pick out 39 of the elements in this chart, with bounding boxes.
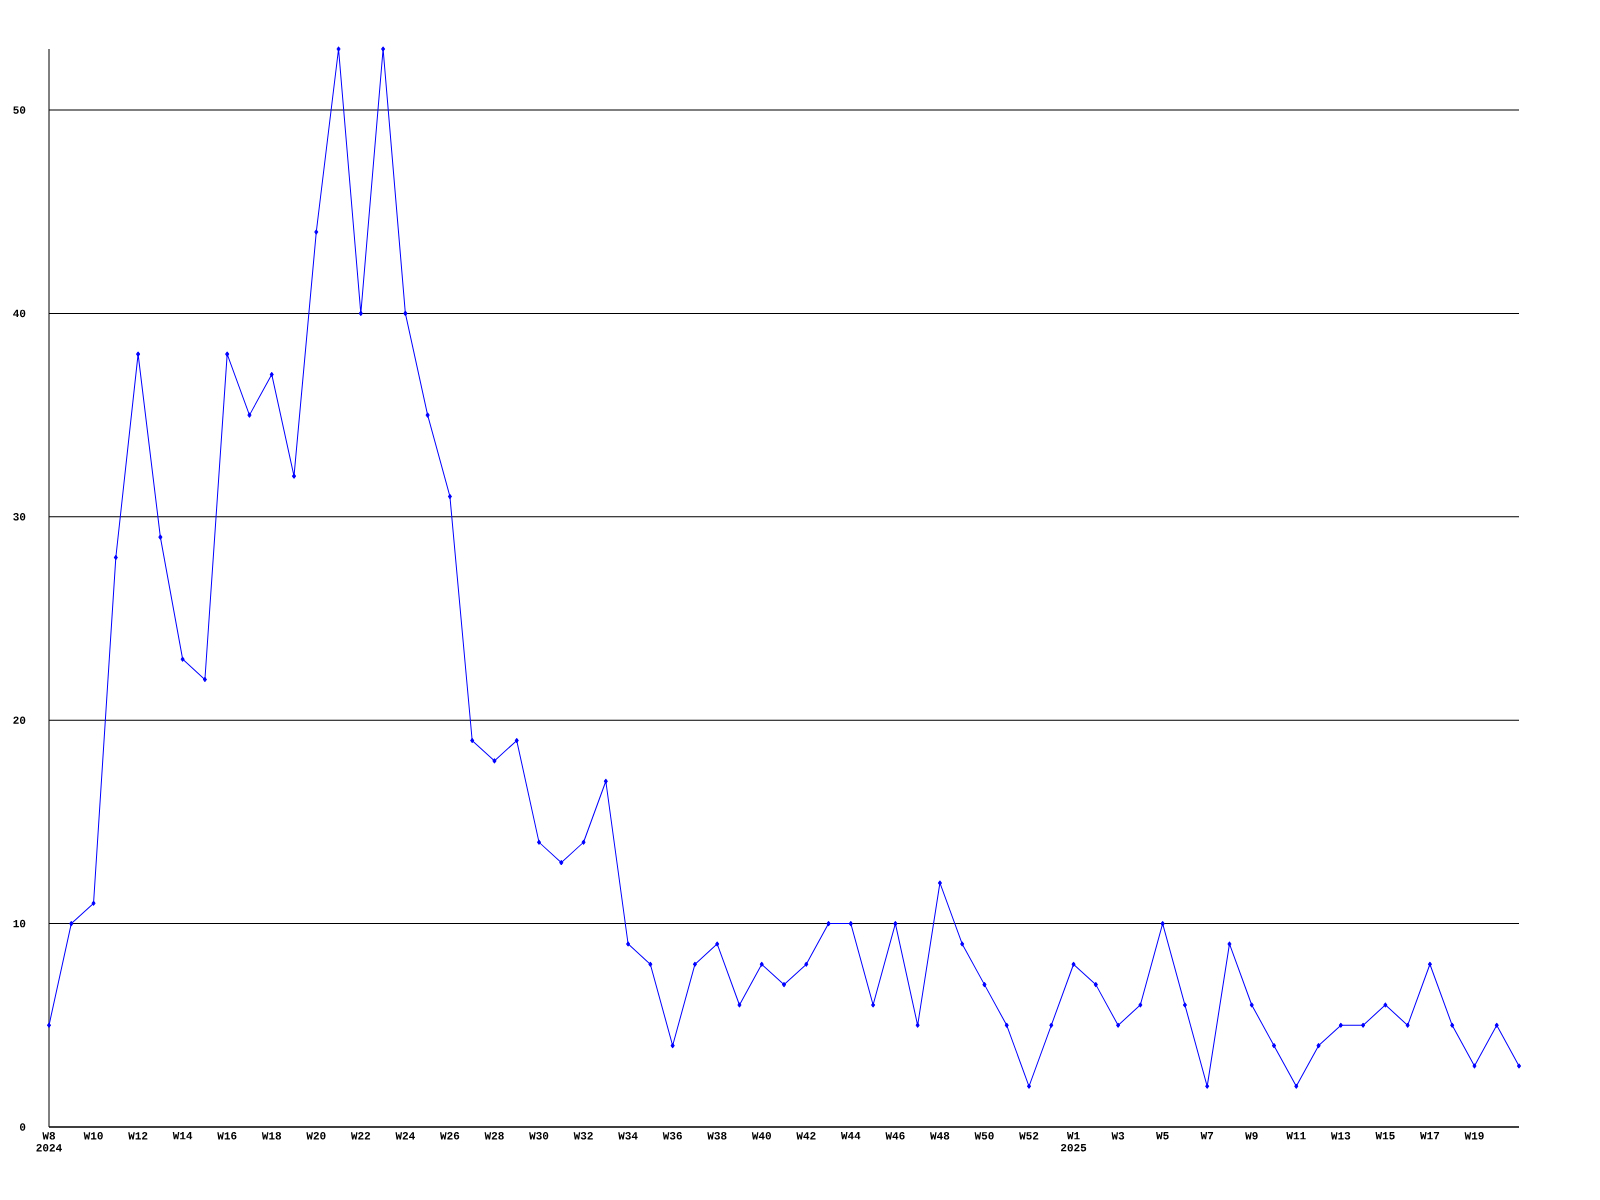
x-tick-label: W17 (1420, 1132, 1440, 1140)
x-tick-label: W52 (1019, 1132, 1039, 1140)
x-tick-label: W44 (840, 1132, 861, 1140)
x-tick-label: W15 (1375, 1132, 1395, 1140)
x-tick-label: W20 (306, 1132, 326, 1140)
x-tick-label: W5 (1156, 1132, 1169, 1140)
x-tick-label: W38 (707, 1132, 727, 1140)
x-tick-label: W32 (573, 1132, 593, 1140)
x-tick-label: W12 (128, 1132, 148, 1140)
x-tick-label: W13 (1330, 1132, 1351, 1140)
x-tick-label: W30 (529, 1132, 549, 1140)
x-tick-label: W19 (1464, 1132, 1484, 1140)
x-tick-label: W16 (217, 1132, 237, 1140)
x-tick-label: W7 (1200, 1132, 1214, 1140)
x-tick-label: W48 (930, 1132, 950, 1140)
x-tick-label: W11 (1286, 1132, 1306, 1140)
y-tick-label: 0 (19, 1123, 26, 1131)
y-tick-label: 40 (13, 309, 26, 318)
y-tick-label: 30 (13, 513, 26, 521)
x-tick-label: W26 (440, 1132, 460, 1140)
x-tick-label: W24 (395, 1132, 415, 1140)
x-tick-label: W14 (172, 1132, 193, 1140)
x-tick-label: W8 2024 (36, 1132, 62, 1152)
x-tick-label: W9 (1245, 1132, 1258, 1140)
y-tick-label: 10 (13, 919, 26, 928)
y-tick-label: 20 (13, 716, 26, 724)
x-tick-label: W18 (261, 1132, 282, 1140)
x-tick-label: W46 (885, 1132, 905, 1140)
x-tick-label: W1 2025 (1061, 1132, 1087, 1152)
x-tick-label: W3 (1111, 1132, 1125, 1140)
x-tick-label: W50 (974, 1132, 994, 1140)
x-tick-label: W10 (83, 1132, 103, 1140)
y-tick-label: 50 (13, 106, 26, 114)
x-tick-label: W22 (350, 1132, 371, 1140)
x-tick-label: W42 (796, 1132, 816, 1140)
x-tick-label: W28 (484, 1132, 504, 1140)
x-tick-label: W40 (751, 1132, 771, 1140)
x-tick-label: W36 (662, 1132, 682, 1140)
x-tick-label: W34 (618, 1132, 638, 1140)
